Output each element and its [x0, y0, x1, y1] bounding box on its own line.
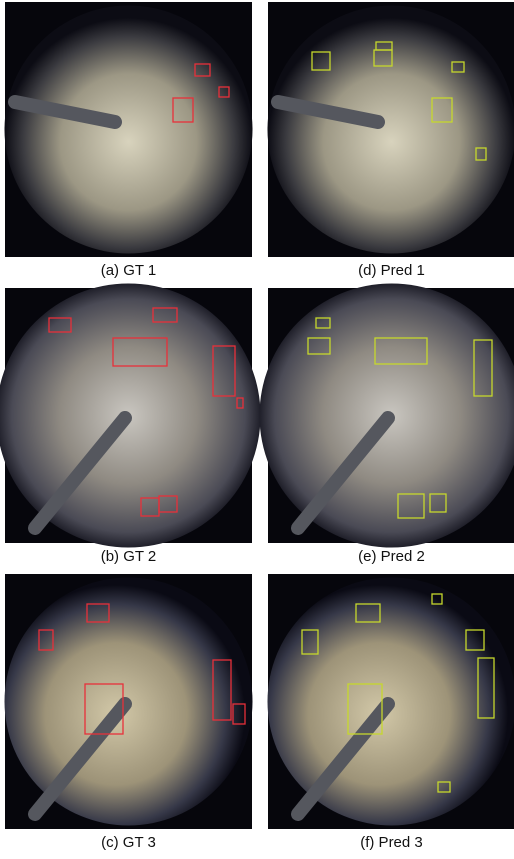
panel: [0, 284, 261, 548]
panel: [268, 2, 514, 257]
caption: (d) Pred 1: [358, 262, 425, 279]
fisheye-image: [268, 6, 514, 254]
panel: [5, 574, 253, 829]
caption: (e) Pred 2: [358, 548, 425, 565]
figure: (a) GT 1 (d) Pred 1 (b) GT 2 (e) Pred 2 (c) …: [0, 0, 514, 854]
fisheye-image: [5, 6, 253, 254]
caption: (b) GT 2: [101, 548, 157, 565]
panel: [5, 2, 253, 257]
caption: (f) Pred 3: [360, 834, 423, 851]
caption: (a) GT 1: [101, 262, 157, 279]
caption: (c) GT 3: [101, 834, 156, 851]
panel: [268, 574, 514, 829]
panel: [260, 284, 514, 548]
